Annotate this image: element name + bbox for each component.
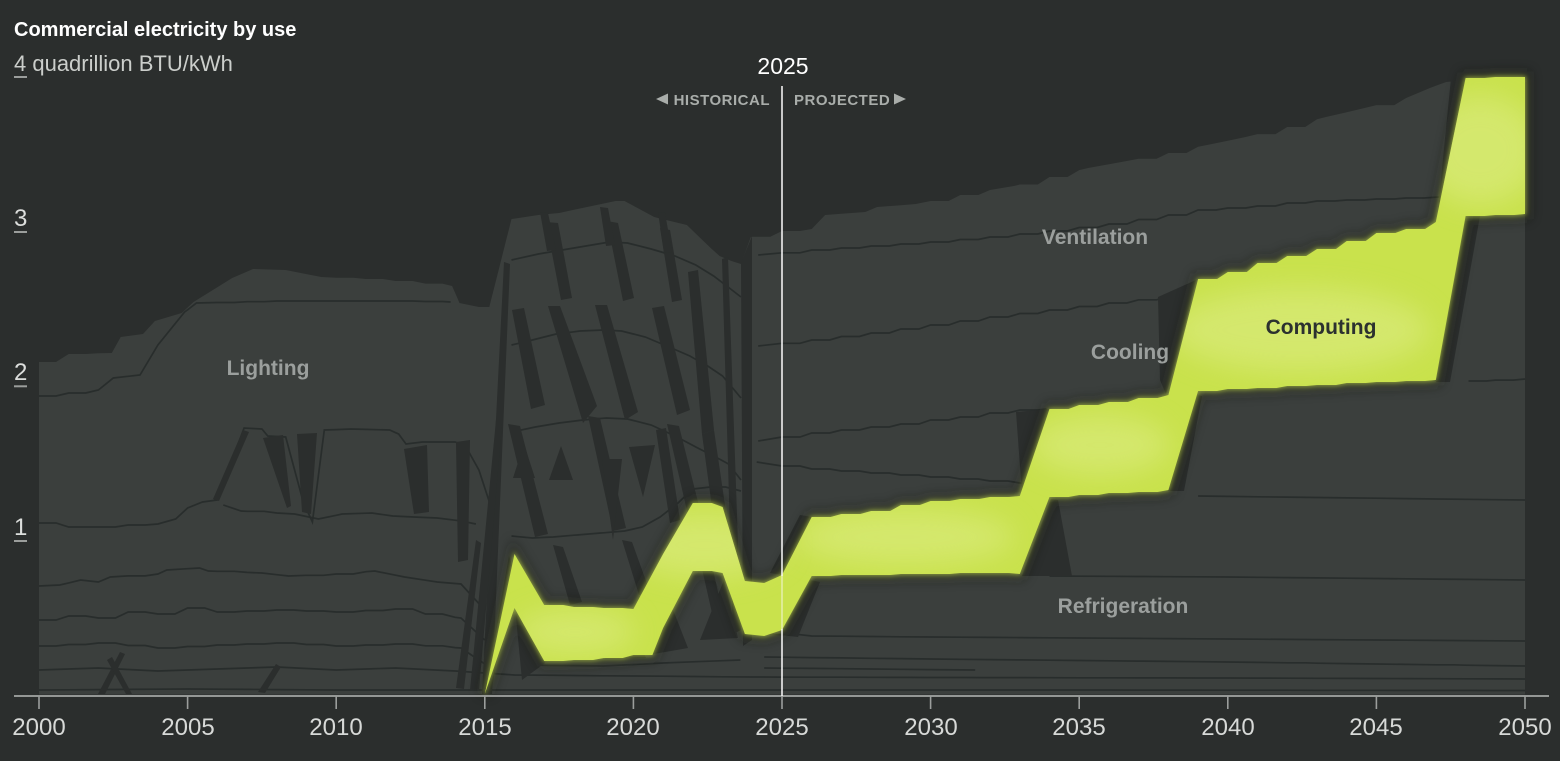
svg-text:2000: 2000 <box>12 714 65 741</box>
svg-text:2030: 2030 <box>904 714 957 741</box>
svg-text:Computing: Computing <box>1266 316 1377 339</box>
svg-text:Lighting: Lighting <box>227 357 310 380</box>
svg-text:HISTORICAL: HISTORICAL <box>674 92 770 109</box>
svg-text:2050: 2050 <box>1498 714 1551 741</box>
svg-text:2025: 2025 <box>755 714 808 741</box>
svg-text:2015: 2015 <box>458 714 511 741</box>
svg-text:2: 2 <box>14 359 27 386</box>
svg-text:Refrigeration: Refrigeration <box>1058 595 1189 618</box>
svg-text:PROJECTED: PROJECTED <box>794 92 890 109</box>
svg-text:4 quadrillion BTU/kWh: 4 quadrillion BTU/kWh <box>14 51 233 76</box>
svg-text:Cooling: Cooling <box>1091 341 1169 364</box>
svg-text:2040: 2040 <box>1201 714 1254 741</box>
svg-text:Commercial electricity by use: Commercial electricity by use <box>14 19 296 41</box>
svg-text:2020: 2020 <box>606 714 659 741</box>
svg-text:Ventilation: Ventilation <box>1042 226 1148 249</box>
svg-text:2025: 2025 <box>757 53 808 79</box>
svg-text:2045: 2045 <box>1349 714 1402 741</box>
svg-text:2010: 2010 <box>309 714 362 741</box>
svg-text:2035: 2035 <box>1052 714 1105 741</box>
svg-text:1: 1 <box>14 514 27 541</box>
svg-text:3: 3 <box>14 205 27 232</box>
svg-text:2005: 2005 <box>161 714 214 741</box>
